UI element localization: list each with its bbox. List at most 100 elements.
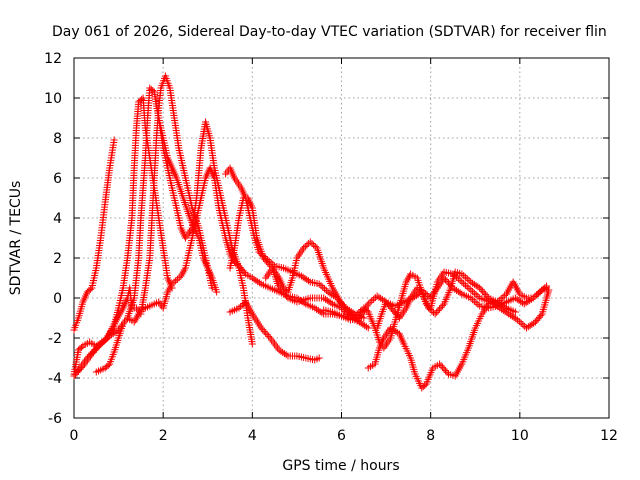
data-point-plus-marker: [375, 293, 383, 301]
plot-frame: [73, 57, 610, 419]
data-point-plus-marker: [359, 320, 367, 328]
data-point-plus-marker: [474, 300, 482, 308]
data-point-plus-marker: [390, 326, 398, 334]
data-point-plus-marker: [472, 291, 480, 299]
data-point-plus-marker: [255, 279, 263, 287]
data-point-plus-marker: [83, 354, 91, 362]
data-point-plus-marker: [361, 322, 369, 330]
data-point-plus-marker: [315, 280, 323, 288]
data-point-plus-marker: [456, 289, 464, 297]
data-point-plus-marker: [537, 312, 545, 320]
data-point-plus-marker: [472, 282, 480, 290]
data-point-plus-marker: [168, 280, 176, 288]
y-tick-label: 2: [53, 251, 62, 267]
data-point-plus-marker: [437, 303, 445, 311]
data-point-plus-marker: [474, 283, 482, 291]
data-point-plus-marker: [373, 292, 381, 300]
y-tick-label: 12: [44, 51, 62, 67]
data-point-plus-marker: [392, 328, 400, 336]
data-point-plus-marker: [461, 281, 469, 289]
data-point-plus-marker: [440, 365, 448, 373]
data-point-plus-marker: [343, 307, 351, 315]
data-point-plus-marker: [520, 300, 528, 308]
data-point-plus-marker: [454, 275, 462, 283]
data-point-plus-marker: [423, 291, 431, 299]
data-point-plus-marker: [321, 285, 329, 293]
series-track-c: [70, 84, 221, 380]
data-point-plus-marker: [451, 272, 459, 280]
data-point-plus-marker: [543, 284, 551, 292]
data-point-plus-marker: [469, 279, 477, 287]
data-point-plus-marker: [433, 308, 441, 316]
data-point-plus-marker: [467, 278, 475, 286]
data-point-plus-marker: [458, 278, 466, 286]
data-point-plus-marker: [536, 288, 544, 296]
data-point-plus-marker: [499, 293, 507, 301]
data-point-plus-marker: [237, 303, 245, 310]
data-point-plus-marker: [208, 284, 216, 292]
data-point-plus-marker: [465, 284, 473, 292]
data-point-plus-marker: [501, 308, 509, 316]
data-point-plus-marker: [474, 292, 482, 300]
data-point-plus-marker: [323, 296, 331, 304]
data-point-plus-marker: [460, 272, 468, 280]
data-point-plus-marker: [522, 299, 530, 307]
data-point-plus-marker: [479, 287, 487, 295]
y-tick-label: 10: [44, 91, 62, 107]
data-point-plus-marker: [313, 305, 321, 313]
data-point-plus-marker: [235, 304, 243, 312]
data-point-plus-marker: [387, 324, 395, 332]
data-point-plus-marker: [472, 299, 480, 307]
data-point-plus-marker: [458, 270, 466, 278]
data-point-plus-marker: [173, 275, 181, 283]
data-point-plus-marker: [379, 296, 387, 304]
data-point-plus-marker: [85, 352, 93, 360]
data-point-plus-marker: [265, 332, 273, 340]
data-point-plus-marker: [301, 243, 309, 250]
data-point-plus-marker: [443, 368, 451, 376]
data-point-plus-marker: [470, 280, 478, 288]
data-point-plus-marker: [482, 291, 490, 299]
data-point-plus-marker: [510, 314, 518, 322]
data-point-plus-marker: [308, 240, 316, 247]
data-point-plus-marker: [531, 292, 539, 300]
x-tick-label: 0: [70, 428, 79, 444]
x-tick-label: 8: [426, 428, 435, 444]
y-tick-label: -2: [48, 331, 62, 347]
data-point-plus-marker: [170, 278, 178, 286]
data-point-plus-marker: [440, 274, 448, 282]
data-point-plus-marker: [528, 320, 536, 328]
data-point-plus-marker: [477, 286, 485, 294]
data-point-plus-marker: [428, 307, 436, 315]
data-point-plus-marker: [422, 290, 430, 297]
data-point-plus-marker: [320, 294, 328, 302]
data-point-plus-marker: [497, 295, 505, 303]
data-point-plus-marker: [311, 304, 319, 312]
data-point-plus-marker: [431, 310, 439, 318]
data-point-plus-marker: [505, 310, 513, 318]
data-point-plus-marker: [456, 276, 464, 284]
data-point-plus-marker: [511, 308, 519, 316]
data-point-plus-marker: [238, 301, 246, 309]
data-point-plus-marker: [338, 300, 345, 308]
data-point-plus-marker: [342, 305, 350, 313]
x-tick-label: 12: [600, 428, 618, 444]
data-point-plus-marker: [263, 331, 271, 339]
data-point-plus-marker: [467, 294, 475, 302]
data-point-plus-marker: [279, 348, 287, 356]
data-point-plus-marker: [377, 294, 385, 302]
data-point-plus-marker: [454, 288, 462, 296]
data-point-plus-marker: [89, 347, 97, 355]
data-point-plus-marker: [257, 324, 265, 332]
data-point-plus-marker: [321, 295, 329, 303]
data-point-plus-marker: [364, 324, 372, 332]
data-point-plus-marker: [503, 309, 511, 317]
x-tick-label: 6: [337, 428, 346, 444]
x-axis-tick-labels: 0 2 4 6 8 10 12: [70, 428, 618, 444]
data-point-plus-marker: [325, 298, 333, 306]
series-track-j: [226, 298, 323, 364]
data-point-plus-marker: [469, 288, 477, 296]
data-point-plus-marker: [439, 363, 447, 371]
data-point-plus-marker: [252, 276, 260, 284]
